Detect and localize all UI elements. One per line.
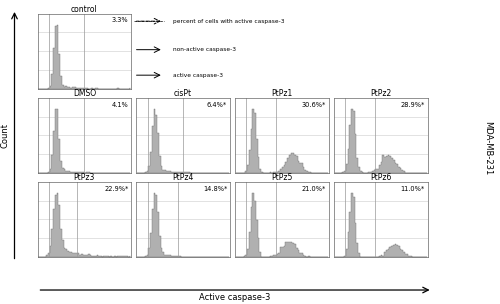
Title: PtPz2: PtPz2 bbox=[370, 89, 391, 98]
Text: non-active caspase-3: non-active caspase-3 bbox=[172, 47, 236, 52]
Title: PtPz6: PtPz6 bbox=[370, 173, 392, 182]
Text: active caspase-3: active caspase-3 bbox=[172, 73, 222, 78]
Text: 22.9%*: 22.9%* bbox=[104, 186, 128, 192]
Text: 11.0%*: 11.0%* bbox=[400, 186, 424, 192]
Text: 4.1%: 4.1% bbox=[112, 102, 128, 108]
Title: DMSO: DMSO bbox=[73, 89, 96, 98]
Text: Active caspase-3: Active caspase-3 bbox=[200, 293, 270, 302]
Text: 30.6%*: 30.6%* bbox=[302, 102, 326, 108]
Title: PtPz4: PtPz4 bbox=[172, 173, 194, 182]
Title: PtPz3: PtPz3 bbox=[74, 173, 95, 182]
Title: control: control bbox=[71, 5, 98, 14]
Text: 6.4%*: 6.4%* bbox=[207, 102, 227, 108]
Text: percent of cells with active caspase-3: percent of cells with active caspase-3 bbox=[172, 19, 284, 24]
Text: 21.0%*: 21.0%* bbox=[302, 186, 326, 192]
Text: MDA-MB-231: MDA-MB-231 bbox=[483, 121, 492, 175]
Text: 28.9%*: 28.9%* bbox=[400, 102, 424, 108]
Text: 14.8%*: 14.8%* bbox=[203, 186, 227, 192]
Title: PtPz1: PtPz1 bbox=[271, 89, 292, 98]
Text: 3.3%: 3.3% bbox=[112, 17, 128, 23]
Text: Count: Count bbox=[0, 123, 10, 148]
Title: PtPz5: PtPz5 bbox=[271, 173, 292, 182]
Title: cisPt: cisPt bbox=[174, 89, 192, 98]
